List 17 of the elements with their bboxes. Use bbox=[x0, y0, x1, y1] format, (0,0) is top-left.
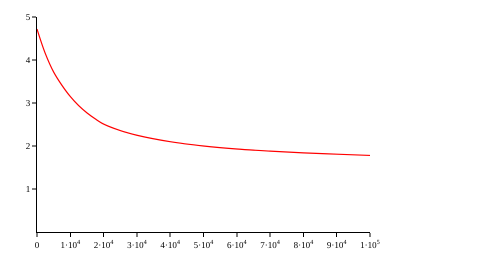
y-tick-label: 4 bbox=[26, 55, 31, 66]
x-tick-label: 5·10$^{4}$ bbox=[194, 239, 214, 250]
y-tick-label: 3 bbox=[26, 98, 31, 108]
y-tick-label: 5 bbox=[26, 12, 31, 22]
x-tick-label: 2·10$^{4}$ bbox=[94, 239, 114, 250]
x-tick-label: 1·10$^{5}$ bbox=[360, 239, 380, 250]
x-tick-label: 0 bbox=[34, 240, 40, 250]
x-tick-label: 8·10$^{4}$ bbox=[294, 239, 314, 250]
y-tick-label: 2 bbox=[26, 141, 30, 152]
x-tick-label: 9·10$^{4}$ bbox=[326, 239, 348, 250]
x-tick-label: 6·10$^{4}$ bbox=[226, 239, 248, 250]
x-tick-label: 7·10$^{4}$ bbox=[260, 239, 281, 250]
line-series bbox=[37, 28, 370, 156]
x-tick-label: 4·10$^{4}$ bbox=[160, 239, 181, 250]
y-tick-label: 1 bbox=[26, 184, 30, 194]
x-tick-label: 3·10$^{4}$ bbox=[127, 239, 148, 250]
x-tick-label: 1·10$^{4}$ bbox=[60, 239, 81, 250]
